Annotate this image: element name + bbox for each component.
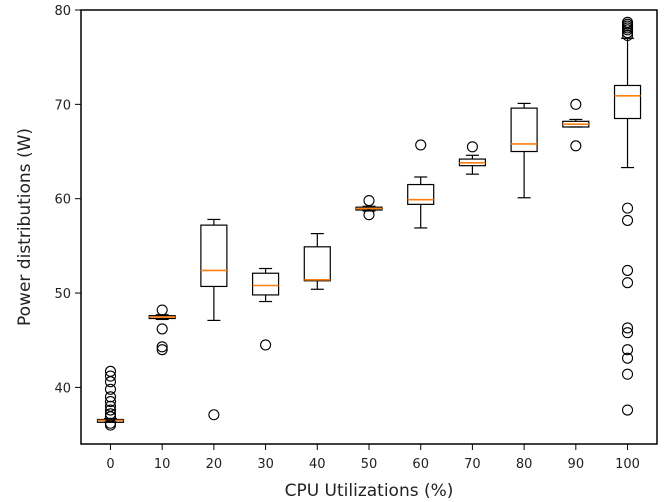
y-tick-label: 50 — [54, 287, 71, 302]
x-tick-label: 50 — [361, 457, 378, 472]
outlier-point — [570, 98, 582, 110]
y-tick-label: 40 — [54, 381, 71, 396]
iqr-box — [200, 224, 228, 288]
outlier-point — [621, 404, 634, 416]
box-40 — [303, 233, 331, 290]
outlier-point — [621, 16, 634, 28]
outlier-point — [104, 395, 117, 408]
outlier-point — [621, 327, 634, 339]
outlier-point — [156, 341, 168, 353]
outlier-point — [570, 140, 582, 152]
y-axis-label: Power distributions (W) — [15, 128, 35, 326]
box-80 — [510, 102, 538, 199]
outlier-point — [621, 344, 634, 356]
box-70 — [458, 141, 487, 175]
outlier-point — [156, 323, 168, 335]
outlier-point — [104, 391, 117, 403]
iqr-box — [407, 183, 435, 205]
x-tick-label: 40 — [309, 457, 326, 472]
y-tick-label: 60 — [54, 193, 71, 208]
box-0 — [96, 365, 125, 431]
outlier-point — [621, 214, 634, 226]
x-axis-ticks: 0 10 20 30 40 50 60 70 80 90 100 — [106, 444, 640, 472]
x-tick-label: 70 — [464, 457, 481, 472]
outlier-point — [104, 376, 117, 388]
box-100 — [613, 16, 642, 416]
box-10 — [148, 304, 176, 356]
outlier-point — [621, 277, 634, 289]
outlier-point — [363, 195, 375, 207]
x-tick-label: 0 — [106, 457, 114, 472]
outlier-point — [621, 202, 634, 214]
x-tick-label: 100 — [615, 457, 640, 472]
x-tick-label: 80 — [516, 457, 533, 472]
outlier-point — [156, 304, 168, 316]
box-20 — [200, 218, 228, 421]
x-tick-label: 20 — [206, 457, 223, 472]
iqr-box — [303, 246, 331, 282]
iqr-box — [251, 272, 280, 296]
outlier-point — [104, 383, 117, 395]
outlier-point — [104, 400, 117, 412]
outlier-point — [415, 139, 427, 151]
box-series — [96, 16, 642, 431]
outlier-point — [260, 339, 272, 351]
outlier-point — [104, 370, 117, 382]
box-60 — [407, 139, 435, 229]
outlier-point — [156, 344, 168, 356]
box-50 — [355, 195, 383, 221]
outlier-point — [466, 141, 478, 153]
y-tick-label: 80 — [54, 4, 71, 19]
outlier-point — [208, 409, 220, 421]
x-tick-label: 60 — [412, 457, 429, 472]
x-tick-label: 90 — [568, 457, 585, 472]
x-tick-label: 30 — [257, 457, 274, 472]
outlier-point — [104, 365, 117, 377]
outlier-point — [621, 352, 634, 364]
outlier-point — [104, 404, 117, 416]
outlier-point — [104, 417, 117, 429]
plot-frame — [80, 9, 658, 445]
x-tick-label: 10 — [154, 457, 171, 472]
y-tick-label: 70 — [54, 98, 71, 113]
outlier-point — [621, 29, 634, 42]
outlier-point — [363, 209, 375, 221]
outlier-point — [621, 368, 634, 380]
box-90 — [562, 98, 590, 152]
iqr-box — [510, 107, 538, 153]
iqr-box — [613, 84, 642, 120]
box-30 — [251, 267, 280, 351]
y-axis-ticks: 40 50 60 70 80 — [54, 4, 81, 396]
outlier-point — [104, 408, 117, 420]
outlier-point — [621, 264, 634, 276]
outlier-point — [621, 322, 634, 334]
x-axis-label: CPU Utilizations (%) — [285, 481, 454, 501]
